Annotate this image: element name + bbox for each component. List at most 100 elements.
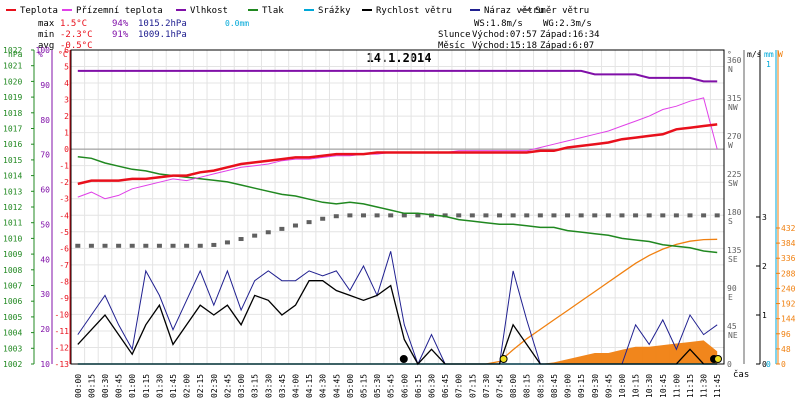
percent-tick-label: 80 xyxy=(40,116,50,125)
percent-tick-label: 10 xyxy=(40,360,50,369)
direction-tick-label: 135 xyxy=(727,246,742,255)
x-tick-label: 09:15 xyxy=(577,374,586,398)
hpa-tick-label: 1003 xyxy=(3,344,22,353)
wind-direction-point xyxy=(401,213,407,218)
wind-direction-point xyxy=(592,213,598,218)
celsius-tick-label: -7 xyxy=(59,261,69,270)
direction-tick-label: 45 xyxy=(727,322,737,331)
hpa-axis-unit: hPa xyxy=(8,50,23,59)
wind-tick-label: 2 xyxy=(762,262,767,271)
markers xyxy=(399,355,722,363)
hpa-tick-label: 1019 xyxy=(3,93,22,102)
legend-label: Přízemní teplota xyxy=(76,6,163,16)
x-tick-label: 08:00 xyxy=(509,374,518,398)
x-tick-label: 02:00 xyxy=(183,374,192,398)
max-temp: 1.5°C xyxy=(60,19,87,29)
wind-direction-point xyxy=(320,216,326,221)
x-tick-label: 09:45 xyxy=(604,374,613,398)
min-pressure: 1009.1hPa xyxy=(138,30,187,40)
legend-label: Rychlost větru xyxy=(376,6,452,16)
celsius-tick-label: -4 xyxy=(59,211,69,220)
x-tick-label: 04:00 xyxy=(291,374,300,398)
hpa-tick-label: 1002 xyxy=(3,360,22,369)
wind-direction-point xyxy=(129,243,135,248)
wind-tick-label: 3 xyxy=(762,213,767,222)
celsius-tick-label: 1 xyxy=(64,129,69,138)
wind-direction-point xyxy=(469,213,475,218)
legend: Teplota Přízemní teplota Vlhkost Tlak Srážky… xyxy=(6,6,589,16)
legend-label: Vlhkost xyxy=(190,6,228,16)
sunrise-time: Východ:07:57 xyxy=(472,30,537,40)
wind-direction-point xyxy=(116,243,122,248)
percent-tick-label: 100 xyxy=(36,46,51,55)
celsius-tick-label: -1 xyxy=(59,162,69,171)
rain-tick-label: 0 xyxy=(766,360,771,369)
wind-direction-point xyxy=(442,213,448,218)
hpa-tick-label: 1006 xyxy=(3,297,22,306)
celsius-axis-unit: °C xyxy=(58,50,68,59)
wind-direction-point xyxy=(184,243,190,248)
rain-tick-label: 1 xyxy=(766,60,771,69)
x-tick-label: 10:30 xyxy=(645,374,654,398)
wind-direction-point xyxy=(197,243,203,248)
x-tick-label: 01:00 xyxy=(128,374,137,398)
wind-direction-point xyxy=(524,213,530,218)
x-tick-label: 11:15 xyxy=(686,374,695,398)
percent-tick-label: 90 xyxy=(40,81,50,90)
wind-direction-point xyxy=(578,213,584,218)
x-tick-label: 06:00 xyxy=(400,374,409,398)
solar-fill-area xyxy=(77,340,718,364)
direction-sector-label: W xyxy=(728,141,733,150)
wind-direction-point xyxy=(633,213,639,218)
x-axis-label: čas xyxy=(733,369,749,380)
grid xyxy=(71,49,724,365)
sunset-time: Západ:16:34 xyxy=(540,30,600,40)
wind-direction-point xyxy=(537,213,543,218)
wind-direction-point xyxy=(687,213,693,218)
x-tick-label: 02:30 xyxy=(210,374,219,398)
x-tick-label: 04:15 xyxy=(305,374,314,398)
humidity-line xyxy=(77,69,718,83)
wind-direction-point xyxy=(252,233,258,238)
x-tick-label: 06:45 xyxy=(441,374,450,398)
hpa-tick-label: 1012 xyxy=(3,203,22,212)
wind-direction-point xyxy=(510,213,516,218)
wind-direction-point xyxy=(660,213,666,218)
wind-direction-point xyxy=(333,214,339,219)
hpa-tick-label: 1022 xyxy=(3,46,22,55)
sunrise-marker xyxy=(499,355,508,363)
x-tick-label: 06:15 xyxy=(414,374,423,398)
celsius-tick-label: -12 xyxy=(55,343,70,352)
wind-direction-point xyxy=(347,213,353,218)
stats-panel: max 1.5°C 94% 1015.2hPa 0.0mm min -2.3°C… xyxy=(38,19,600,51)
x-tick-label: 08:30 xyxy=(536,374,545,398)
wind-direction-point xyxy=(415,213,421,218)
wind-direction-point xyxy=(292,223,298,228)
direction-sector-label: NW xyxy=(728,103,738,112)
x-tick-label: 07:00 xyxy=(455,374,464,398)
wind-direction-point xyxy=(673,213,679,218)
x-tick-label: 05:00 xyxy=(346,374,355,398)
hpa-tick-label: 1010 xyxy=(3,234,22,243)
wind-direction-point xyxy=(75,243,81,248)
x-tick-label: 03:45 xyxy=(278,374,287,398)
x-tick-label: 03:15 xyxy=(251,374,260,398)
x-tick-label: 00:30 xyxy=(101,374,110,398)
wind-direction-point xyxy=(565,213,571,218)
celsius-tick-label: -13 xyxy=(55,360,70,369)
x-tick-label: 09:30 xyxy=(591,374,600,398)
hpa-tick-label: 1016 xyxy=(3,140,22,149)
solar-tick-label: 96 xyxy=(781,330,791,339)
x-tick-label: 02:15 xyxy=(196,374,205,398)
x-tick-label: 01:45 xyxy=(169,374,178,398)
wind-direction-point xyxy=(483,213,489,218)
hpa-tick-label: 1005 xyxy=(3,313,22,322)
temperature-line xyxy=(77,123,718,186)
solar-tick-label: 432 xyxy=(781,224,796,233)
wind-gust-stat: WG:2.3m/s xyxy=(543,19,592,29)
min-temp: -2.3°C xyxy=(60,30,93,40)
celsius-tick-label: -11 xyxy=(55,327,70,336)
direction-tick-label: 0 xyxy=(727,360,732,369)
wind-direction-point xyxy=(551,213,557,218)
